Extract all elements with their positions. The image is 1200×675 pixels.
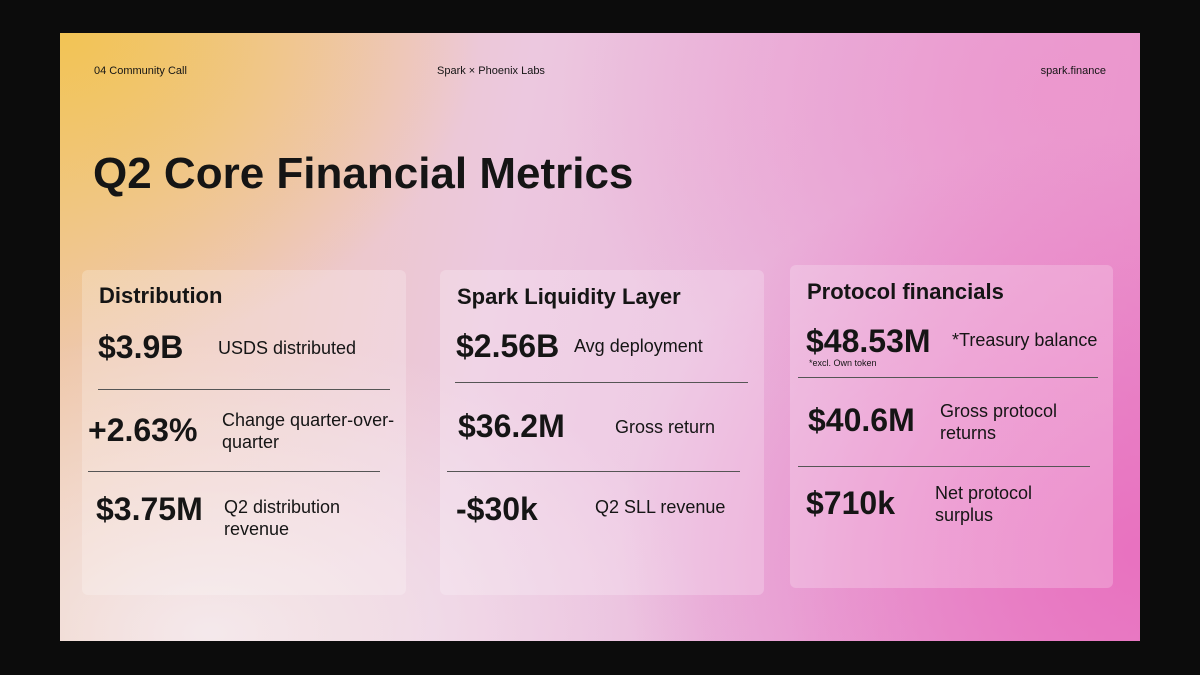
metric-label: Change quarter-over-quarter: [222, 410, 395, 452]
metric-label: Q2 distribution revenue: [224, 497, 341, 539]
metric-label: *Treasury balance: [952, 330, 1098, 350]
divider: [455, 382, 748, 383]
metric-value: +2.63%: [88, 412, 198, 448]
card-title: Distribution: [99, 283, 223, 308]
card: [790, 265, 1113, 588]
metric-label: Gross return: [615, 417, 716, 437]
metric-label: Net protocol surplus: [935, 483, 1033, 525]
card: [82, 270, 406, 595]
metric-value: $2.56B: [456, 328, 560, 364]
metric-value: $48.53M: [806, 323, 931, 359]
slide: 04 Community Call Spark × Phoenix Labs s…: [60, 33, 1140, 641]
metric-label: Q2 SLL revenue: [595, 497, 726, 517]
metric-value: $36.2M: [458, 408, 565, 444]
metric-label: Avg deployment: [574, 336, 703, 356]
header-right: spark.finance: [1040, 65, 1106, 77]
metric-value: -$30k: [456, 491, 538, 527]
header-center: Spark × Phoenix Labs: [437, 65, 545, 77]
card: [440, 270, 764, 595]
card-title: Spark Liquidity Layer: [457, 284, 681, 309]
card-title: Protocol financials: [807, 279, 1004, 304]
divider: [88, 471, 380, 472]
divider: [447, 471, 740, 472]
metric-value: $3.9B: [98, 329, 184, 365]
metric-note: *excl. Own token: [809, 358, 877, 368]
divider: [798, 466, 1090, 467]
metric-label: Gross protocol returns: [940, 401, 1058, 443]
slide-title: Q2 Core Financial Metrics: [93, 149, 634, 198]
divider: [98, 389, 390, 390]
metric-value: $710k: [806, 485, 895, 521]
metric-value: $40.6M: [808, 402, 915, 438]
header-left: 04 Community Call: [94, 65, 187, 77]
divider: [798, 377, 1098, 378]
metric-value: $3.75M: [96, 491, 203, 527]
metric-label: USDS distributed: [218, 338, 357, 358]
